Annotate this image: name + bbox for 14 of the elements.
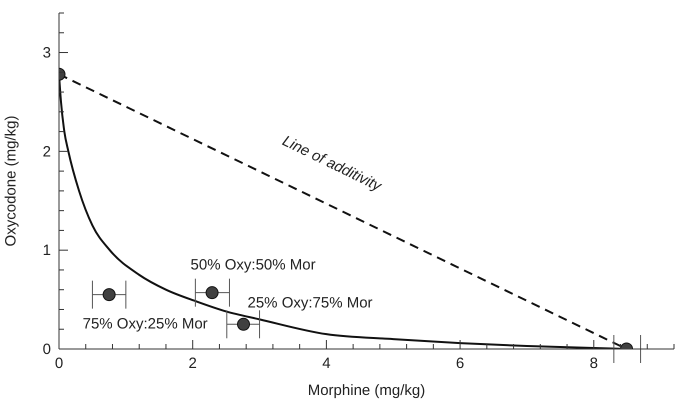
- y-axis-title: Oxycodone (mg/kg): [2, 116, 20, 246]
- x-tick-label: 0: [54, 355, 64, 372]
- x-tick-label: 6: [456, 355, 464, 372]
- y-tick-label: 3: [42, 44, 51, 62]
- annotation: 75% Oxy:25% Mor: [82, 316, 208, 333]
- y-tick-label: 2: [42, 143, 51, 160]
- annotation: 50% Oxy:50% Mor: [190, 256, 316, 274]
- x-tick-label: 4: [322, 355, 331, 372]
- x-axis-title: Morphine (mg/kg): [308, 382, 426, 399]
- x-tick-label: 8: [590, 355, 598, 372]
- y-tick-label: 1: [42, 242, 51, 260]
- x-tick-label: 2: [188, 355, 197, 372]
- annotation: 25% Oxy:75% Mor: [248, 294, 373, 312]
- y-tick-label: 0: [42, 341, 51, 358]
